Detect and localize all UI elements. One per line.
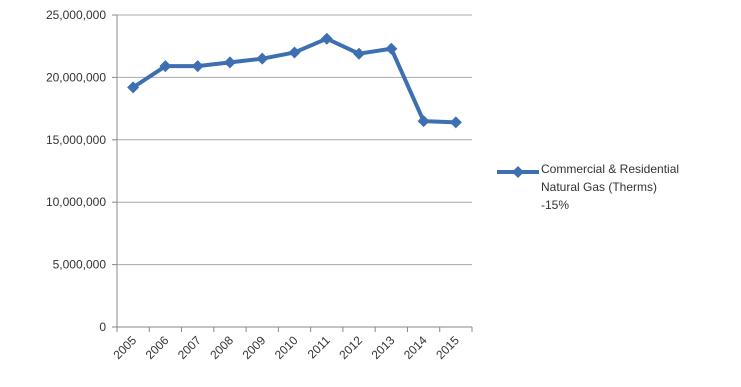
data-point-marker — [385, 42, 398, 55]
axes — [116, 15, 472, 328]
data-point-marker — [417, 115, 430, 128]
data-point-marker — [320, 32, 333, 45]
y-tick-label: 25,000,000 — [46, 8, 106, 22]
legend-line-2: Natural Gas (Therms) — [541, 180, 658, 194]
x-tick-label: 2007 — [175, 333, 204, 362]
x-tick-label: 2011 — [305, 333, 333, 361]
y-tick-label: 5,000,000 — [53, 258, 107, 272]
data-point-marker — [127, 81, 140, 94]
legend-line-1: Commercial & Residential — [541, 162, 680, 176]
y-tick-label: 15,000,000 — [46, 133, 106, 147]
data-point-marker — [449, 116, 462, 129]
x-axis-ticks: 2005 2006 2007 2008 2009 2010 2011 2012 2013 2014… — [110, 327, 473, 362]
x-tick-label: 2015 — [433, 333, 462, 362]
x-tick-label: 2005 — [110, 333, 139, 362]
data-point-marker — [159, 60, 172, 73]
x-tick-label: 2013 — [369, 333, 398, 362]
legend-swatch — [497, 166, 539, 178]
gridlines — [117, 14, 472, 266]
y-tick-label: 10,000,000 — [46, 195, 106, 209]
x-tick-label: 2012 — [336, 333, 365, 362]
x-tick-label: 2009 — [240, 333, 269, 362]
y-tick-label: 0 — [99, 320, 106, 334]
data-point-marker — [223, 56, 236, 69]
y-axis-ticks: 0 5,000,000 10,000,000 15,000,000 20,000,000… — [46, 8, 117, 334]
data-point-marker — [288, 46, 301, 59]
series-group — [127, 32, 462, 129]
x-tick-label: 2008 — [207, 333, 236, 362]
data-point-marker — [191, 60, 204, 73]
x-tick-label: 2010 — [272, 333, 301, 362]
data-point-marker — [256, 52, 269, 65]
legend-line-3: -15% — [541, 198, 570, 212]
legend-label: Commercial & Residential Natural Gas (Th… — [541, 160, 679, 214]
data-point-marker — [353, 47, 366, 60]
y-tick-label: 20,000,000 — [46, 70, 106, 84]
x-tick-label: 2006 — [143, 333, 172, 362]
x-tick-label: 2014 — [401, 333, 430, 362]
